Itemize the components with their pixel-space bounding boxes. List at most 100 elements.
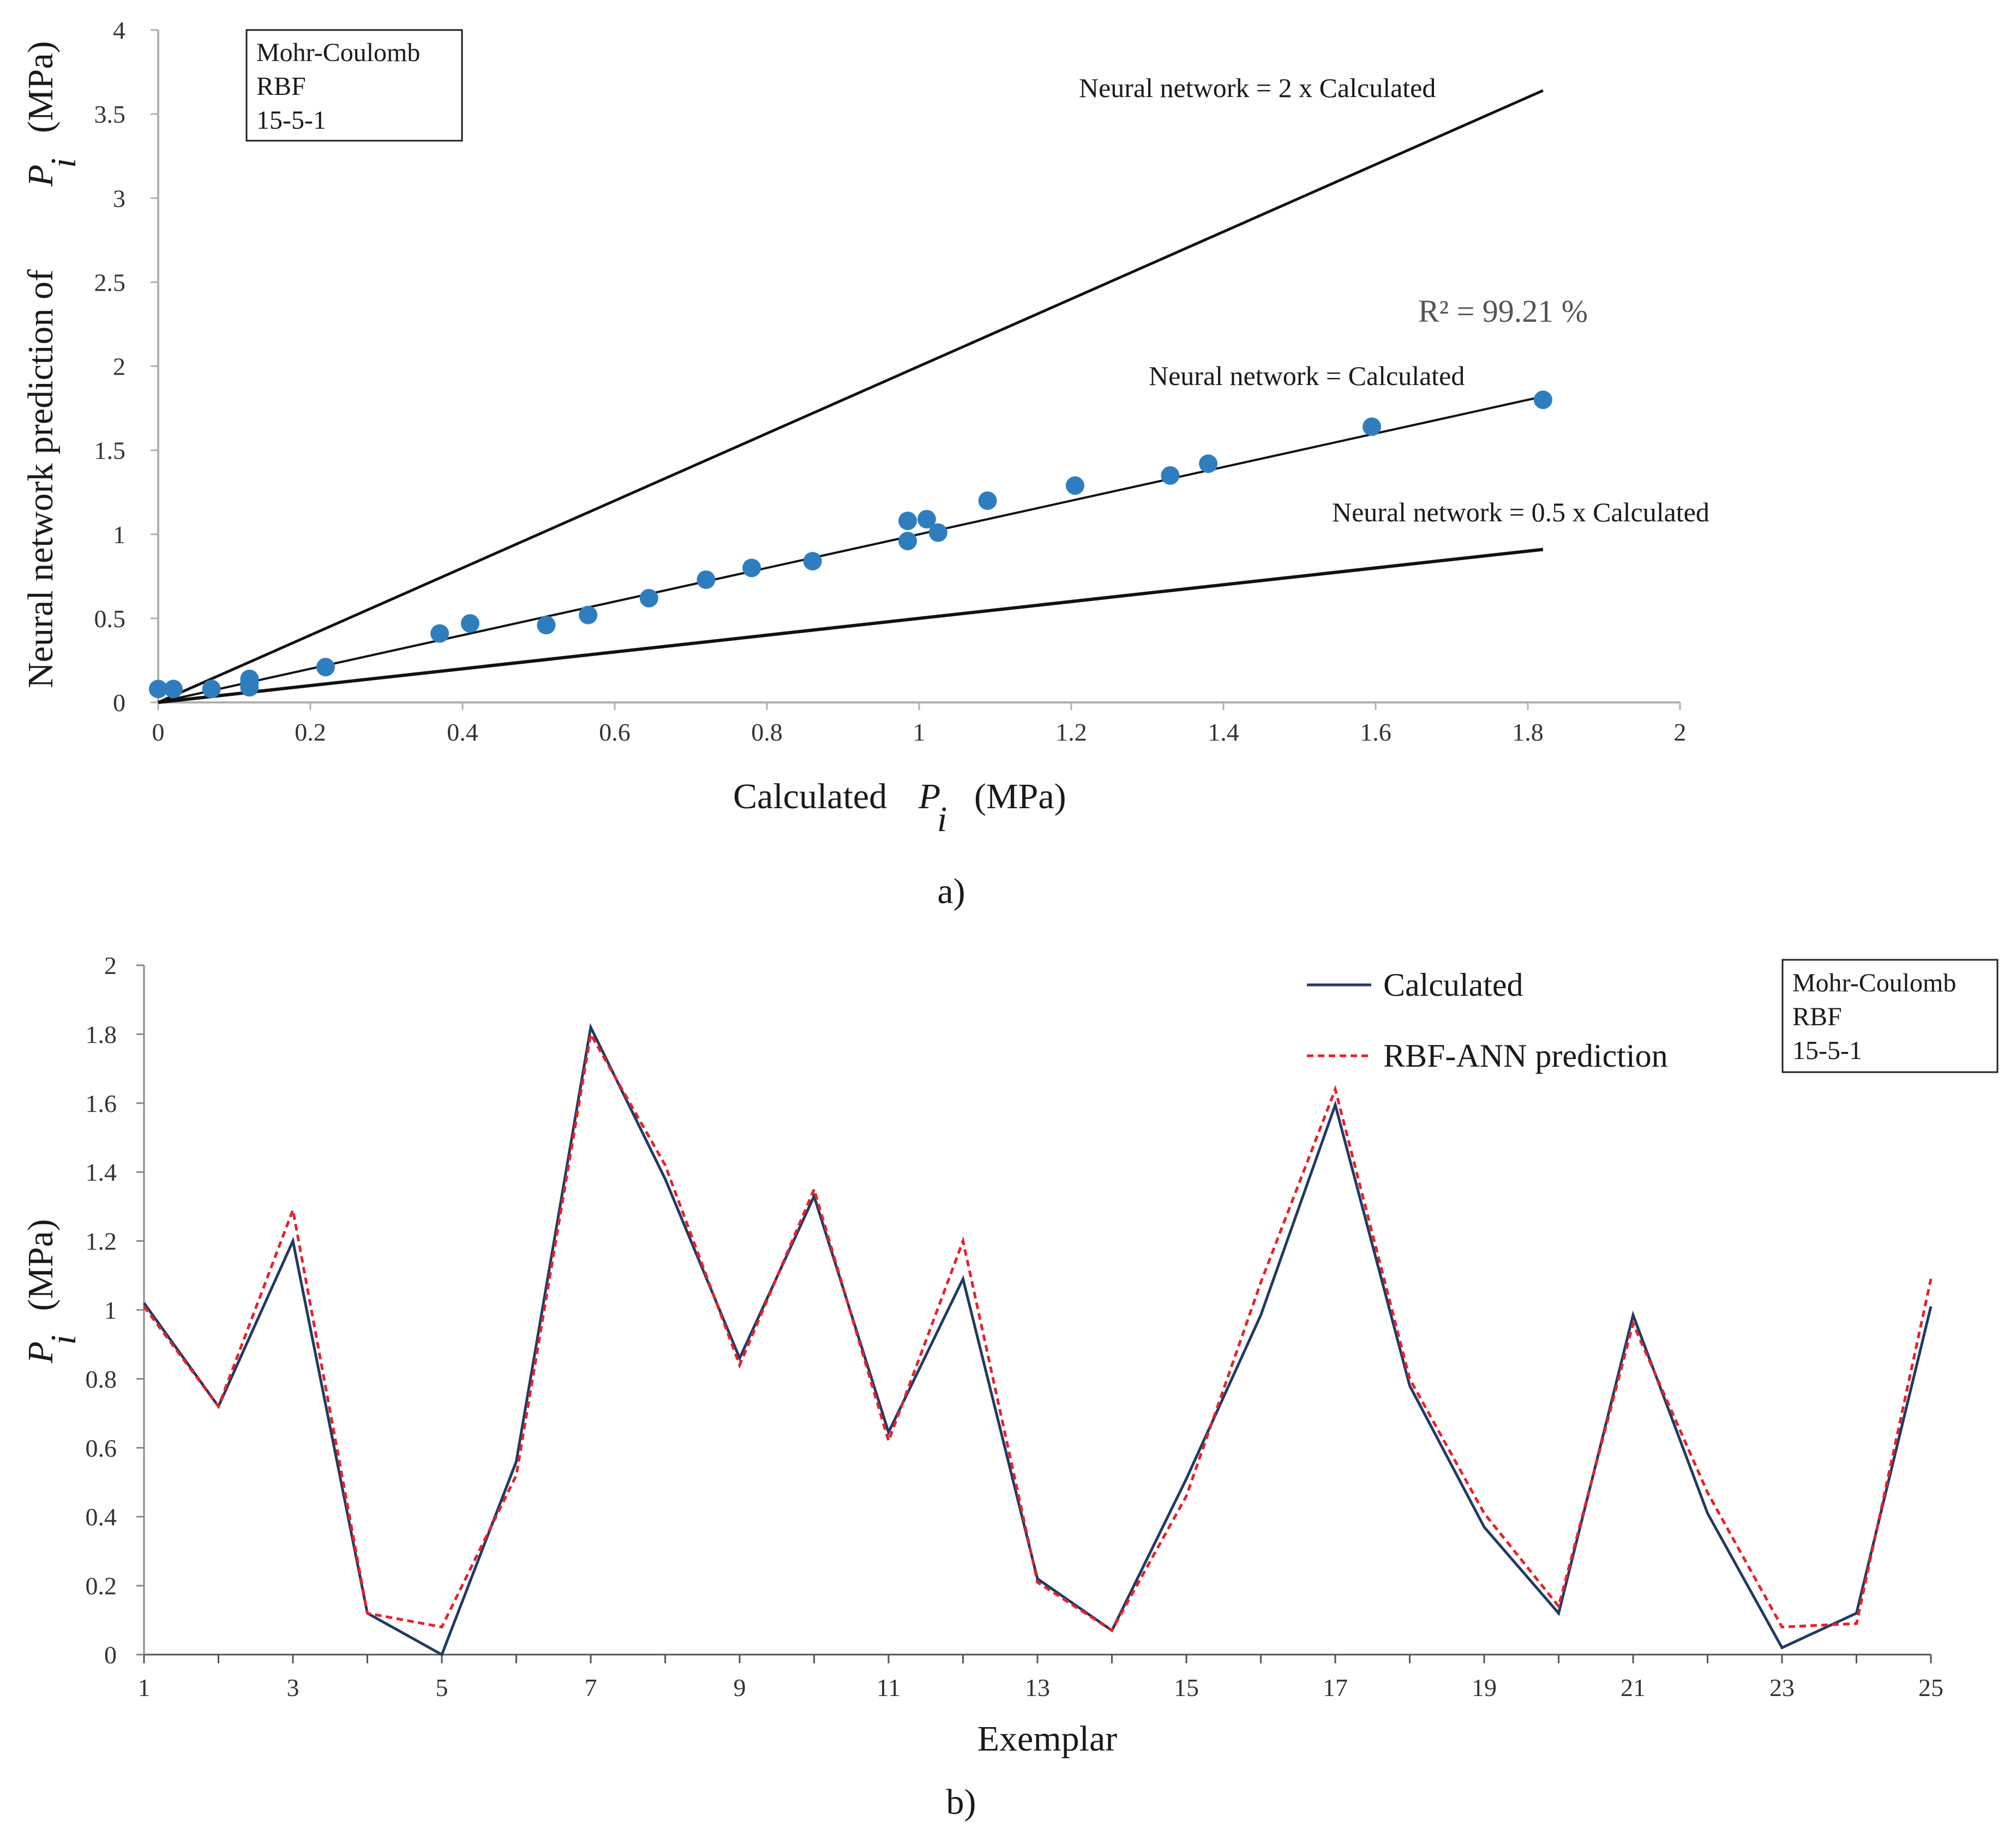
scatter-point [803, 552, 822, 571]
chart-a-y-tick-label: 0.5 [94, 605, 126, 633]
chart-b-y-tick-label: 0.2 [86, 1572, 117, 1600]
series-calculated-line [142, 1023, 1933, 1657]
chart-a-y-tick-label: 4 [113, 16, 125, 44]
scatter-point [697, 570, 716, 589]
chart-a-x-tick-label: 1.4 [1208, 718, 1239, 746]
chart-b-y-tick-label: 2 [104, 952, 117, 979]
scatter-point [1363, 417, 1382, 436]
ref-line-2x [157, 89, 1544, 704]
chart-a-y-tick-label: 1 [113, 521, 125, 549]
info-box-b-line-3: 15-5-1 [1792, 1036, 1862, 1065]
scatter-point [460, 614, 479, 633]
chart-a-x-tick-label: 1.6 [1360, 718, 1391, 746]
scatter-point [149, 680, 167, 699]
chart-b-y-tick-label: 0.8 [86, 1365, 117, 1393]
chart-b-info-box: Mohr-Coulomb RBF 15-5-1 [1781, 959, 1999, 1073]
chart-b-y-axis-symbol: P [21, 1342, 61, 1364]
scatter-point [928, 523, 947, 542]
chart-b-x-tick-label: 19 [1472, 1674, 1497, 1701]
chart-a-x-tick-label: 1.2 [1055, 718, 1087, 746]
chart-b-x-tick-label: 23 [1769, 1674, 1795, 1701]
chart-a-x-tick-label: 2 [1674, 718, 1687, 746]
scatter-point [1199, 454, 1218, 473]
scatter-point [639, 588, 658, 608]
info-box-b-line-1: Mohr-Coulomb [1792, 969, 1956, 997]
scatter-point [978, 491, 997, 510]
scatter-point [537, 616, 556, 635]
chart-b-y-tick-label: 1.2 [86, 1228, 117, 1255]
legend-prediction-label: RBF-ANN prediction [1383, 1038, 1668, 1074]
chart-a-info-box: Mohr-Coulomb RBF 15-5-1 [245, 29, 463, 142]
chart-a-x-tick-label: 1.8 [1512, 718, 1544, 746]
scatter-point [316, 658, 335, 677]
chart-a-x-axis-subscript: i [937, 799, 947, 839]
chart-b-x-tick-label: 1 [138, 1674, 151, 1701]
info-box-line-2: RBF [256, 72, 306, 101]
ref-line-2x-label: Neural network = 2 x Calculated [1079, 73, 1436, 103]
chart-a-y-tick-label: 3.5 [94, 100, 126, 128]
chart-b-y-tick-label: 1.8 [86, 1020, 117, 1048]
chart-a-x-tick-label: 1 [913, 718, 926, 746]
ref-line-05x [158, 548, 1544, 704]
scatter-point [579, 605, 598, 624]
chart-a-y-axis-title: Neural network prediction of [21, 269, 61, 688]
chart-a-y-ticks: 0 0.5 1 1.5 2 2.5 3 3.5 4 [94, 16, 158, 717]
ref-line-1x [158, 395, 1544, 703]
chart-a-x-tick-label: 0.6 [599, 718, 631, 746]
chart-b-x-tick-label: 15 [1174, 1674, 1199, 1701]
chart-b-y-tick-label: 0.4 [86, 1503, 117, 1531]
panel-b-label: b) [946, 1782, 976, 1822]
scatter-point [202, 680, 221, 699]
chart-b-x-tick-label: 17 [1323, 1674, 1348, 1701]
scatter-point [1161, 466, 1180, 485]
chart-a-x-tick-label: 0.2 [295, 718, 326, 746]
chart-b-x-tick-label: 13 [1025, 1674, 1050, 1701]
chart-b-x-tick-label: 7 [585, 1674, 597, 1701]
scatter-point [898, 532, 917, 551]
chart-a-y-tick-label: 2 [113, 353, 125, 381]
chart-a-x-axis-title: Calculated [733, 777, 887, 816]
scatter-point [1533, 390, 1552, 410]
chart-a-y-tick-label: 3 [113, 184, 125, 212]
scatter-point [430, 624, 449, 643]
chart-a-scatter: 0 0.2 0.4 0.6 0.8 1 1.2 1.4 1.6 1.8 2 0 0.5 1 1.5 2 2.5… [21, 16, 1709, 911]
chart-b-x-tick-label: 3 [287, 1674, 299, 1701]
chart-b-x-tick-label: 5 [436, 1674, 448, 1701]
chart-a-y-axis-symbol: P [21, 165, 61, 187]
chart-a-x-ticks: 0 0.2 0.4 0.6 0.8 1 1.2 1.4 1.6 1.8 2 [152, 702, 1687, 746]
chart-b-y-tick-label: 1.6 [86, 1090, 117, 1117]
chart-a-y-axis-unit: (MPa) [21, 41, 61, 133]
ref-line-1x-label: Neural network = Calculated [1149, 360, 1465, 391]
legend-calculated-label: Calculated [1383, 967, 1523, 1003]
chart-b-legend: Calculated RBF-ANN prediction [1307, 967, 1668, 1074]
chart-a-x-tick-label: 0.4 [447, 718, 478, 746]
chart-b-y-axis-subscript: i [44, 1335, 83, 1345]
chart-a-x-axis-symbol: P [918, 777, 940, 816]
chart-a-y-tick-label: 1.5 [94, 437, 126, 465]
scatter-point [742, 558, 761, 578]
series-rbf-ann-prediction-line [142, 1030, 1933, 1633]
chart-b-y-axis-unit: (MPa) [21, 1219, 61, 1311]
chart-a-x-tick-label: 0 [152, 718, 165, 746]
chart-b-y-tick-label: 1.4 [86, 1158, 117, 1186]
chart-a-y-tick-label: 0 [113, 689, 125, 717]
info-box-b-line-2: RBF [1792, 1002, 1842, 1031]
scatter-point [164, 680, 183, 699]
chart-a-y-axis-subscript: i [44, 158, 83, 168]
chart-b-y-ticks: 0 0.2 0.4 0.6 0.8 1 1.2 1.4 1.6 1.8 2 [86, 952, 144, 1669]
chart-a-x-axis-unit: (MPa) [974, 777, 1066, 816]
info-box-line-3: 15-5-1 [256, 106, 326, 135]
r-squared-label: R² = 99.21 % [1418, 293, 1588, 329]
chart-b-line: 1 3 5 7 9 11 13 15 17 19 21 23 25 00.20.40.60.811.21… [21, 952, 1999, 1822]
chart-a-y-tick-label: 2.5 [94, 268, 126, 296]
chart-b-x-tick-label: 21 [1621, 1674, 1646, 1701]
chart-a-reference-lines [157, 89, 1544, 704]
info-box-line-1: Mohr-Coulomb [256, 38, 420, 67]
chart-a-points [149, 390, 1552, 699]
panel-a-label: a) [937, 871, 965, 911]
scatter-point [898, 512, 917, 531]
chart-b-x-axis-title: Exemplar [977, 1719, 1118, 1759]
ref-line-05x-label: Neural network = 0.5 x Calculated [1332, 497, 1709, 527]
scatter-point [240, 669, 259, 688]
